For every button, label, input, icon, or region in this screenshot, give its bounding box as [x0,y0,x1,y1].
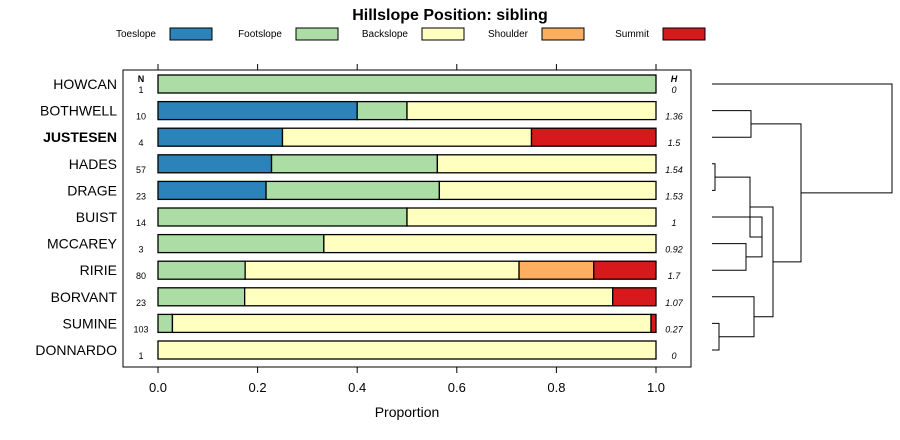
x-tick-label: 0.0 [149,380,167,395]
legend: Toeslope Footslope Backslope Shoulder Summit [116,27,706,41]
row-label: RIRIE [80,262,117,278]
row-label: MCCAREY [47,236,118,252]
bar-segment [593,260,657,280]
dendrogram-branch [712,243,747,271]
bar-segment [356,100,408,121]
dendrogram-branch [712,163,716,191]
x-tick-label: 0.4 [348,380,366,395]
bar-segment [157,127,284,147]
h-value: 1.5 [668,138,682,148]
bar-segment [650,313,657,334]
row-label: BOTHWELL [40,103,117,119]
x-tick-label: 0.8 [547,380,565,395]
dendrogram [712,83,893,351]
n-header: N [138,74,145,84]
chart-title: Hillslope Position: sibling [352,7,548,24]
h-value: 0.92 [665,245,683,255]
bar-segment [281,127,533,147]
row-label: BORVANT [51,289,118,305]
bar-segment [530,127,657,147]
row-label: HOWCAN [53,76,117,92]
bar-segment [436,154,657,174]
h-value: 1.7 [668,271,682,281]
bar-segment [244,260,520,280]
bar-segment [157,287,246,307]
n-value: 23 [136,298,146,308]
h-value: 0 [671,85,676,95]
dendrogram-branch [712,322,720,351]
bar-segment [157,180,267,201]
n-value: 3 [138,245,143,255]
bar-segment [157,340,657,360]
x-axis-label: Proportion [375,404,440,420]
h-header: H [671,74,678,84]
h-value: 1.54 [665,165,683,175]
bar-segment [270,154,439,174]
bar-segment [157,100,358,121]
legend-swatch [662,27,706,41]
bar-segment [406,207,657,227]
row-label: BUIST [76,209,118,225]
bars [157,74,657,360]
n-value: 80 [136,271,146,281]
h-value: 1.36 [665,112,683,122]
x-tick-label: 0.2 [249,380,267,395]
n-value: 57 [136,165,146,175]
legend-swatch [169,27,213,41]
row-label: SUMINE [63,315,117,331]
bar-segment [265,180,441,201]
legend-label: Toeslope [116,29,156,40]
dendrogram-branch [751,123,802,263]
bar-segment [157,154,273,174]
x-tick-label: 1.0 [647,380,665,395]
n-value: 4 [138,138,143,148]
bar-segment [244,287,614,307]
legend-swatch [295,27,339,41]
h-value: 1.53 [665,191,683,201]
bar-segment [612,287,657,307]
n-value: 1 [138,85,143,95]
bar-segment [157,207,408,227]
n-value: 103 [133,324,148,334]
legend-label: Backslope [362,29,409,40]
n-value: 10 [136,112,146,122]
bar-segment [157,313,174,334]
legend-label: Shoulder [488,29,529,40]
bar-segment [323,233,657,254]
h-value: 1.07 [665,298,684,308]
h-value: 1 [671,218,676,228]
bar-segment [157,74,657,94]
dendrogram-branch [712,296,755,338]
legend-swatch [421,27,465,41]
row-label: DRAGE [67,182,117,198]
row-label: JUSTESEN [43,129,117,145]
bar-segment [171,313,652,334]
bar-segment [157,260,246,280]
bar-segment [518,260,595,280]
dendrogram-branch [712,83,893,194]
legend-swatch [541,27,585,41]
n-value: 23 [136,191,146,201]
x-axis: 0.0 0.2 0.4 0.6 0.8 1.0 [149,64,665,395]
h-value: 0 [671,351,676,361]
row-label: HADES [69,156,117,172]
x-tick-label: 0.6 [448,380,466,395]
bar-segment [157,233,325,254]
plot-frame [122,69,692,368]
h-value: 0.27 [665,324,684,334]
row-label: DONNARDO [35,342,117,358]
n-value: 1 [138,351,143,361]
bar-segment [438,180,657,201]
bar-segment [406,100,657,121]
legend-label: Footslope [238,29,282,40]
n-value: 14 [136,218,146,228]
dendrogram-branch [712,110,752,138]
legend-label: Summit [615,29,649,40]
